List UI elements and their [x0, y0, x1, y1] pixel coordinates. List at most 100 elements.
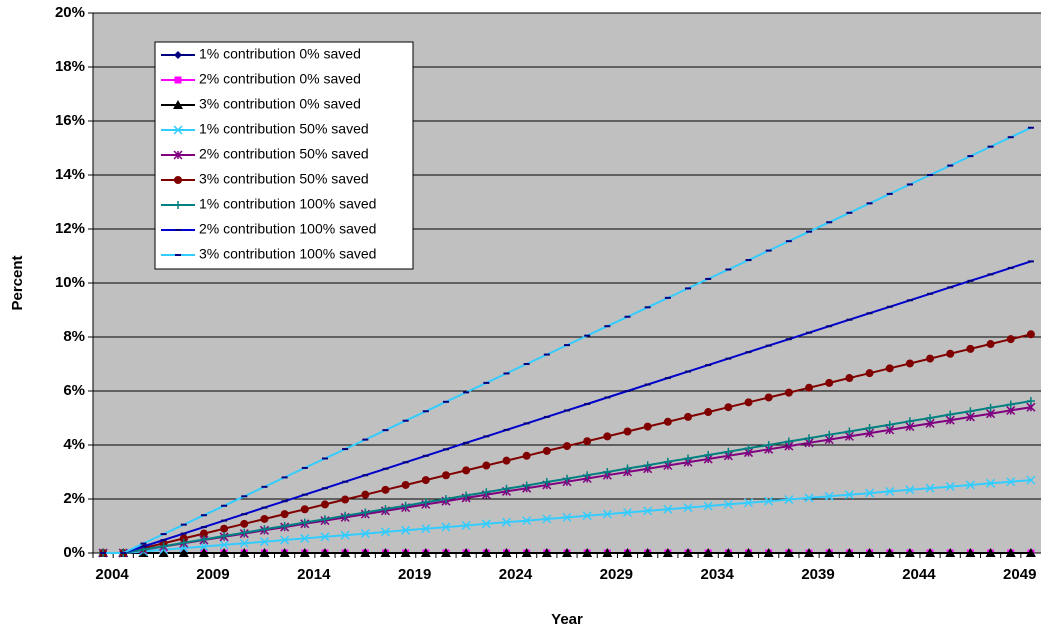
- point: [380, 527, 390, 537]
- point: [239, 538, 249, 548]
- point: [764, 393, 773, 402]
- y-axis-label: Percent: [9, 255, 26, 310]
- legend-label: 1% contribution 0% saved: [199, 46, 361, 62]
- point: [845, 374, 854, 383]
- x-tick-label: 2014: [297, 566, 331, 583]
- point: [481, 548, 492, 557]
- point: [946, 410, 955, 419]
- point: [299, 548, 310, 557]
- point: [541, 548, 552, 557]
- point: [562, 548, 572, 557]
- point: [663, 504, 673, 514]
- point: [381, 485, 390, 494]
- point: [905, 359, 914, 368]
- point: [280, 522, 289, 530]
- point: [825, 430, 834, 439]
- point: [401, 480, 410, 489]
- point: [300, 533, 310, 543]
- x-axis-label: Year: [551, 611, 583, 628]
- y-tick-label: 6%: [63, 382, 85, 399]
- point: [259, 548, 270, 557]
- point: [320, 515, 329, 524]
- legend-marker: [174, 76, 182, 84]
- y-tick-label: 0%: [63, 544, 85, 561]
- point: [844, 490, 854, 500]
- point: [199, 535, 208, 544]
- point: [461, 520, 471, 530]
- point: [905, 485, 915, 495]
- point: [239, 548, 250, 557]
- point: [361, 490, 370, 499]
- point: [340, 548, 351, 557]
- legend-marker: [174, 51, 182, 59]
- point: [220, 524, 229, 533]
- point: [320, 532, 330, 542]
- point: [763, 548, 774, 557]
- point: [623, 427, 632, 436]
- point: [642, 548, 653, 557]
- point: [602, 548, 613, 557]
- point: [764, 441, 773, 449]
- point: [946, 349, 955, 358]
- point: [522, 516, 532, 526]
- point: [865, 488, 875, 498]
- point: [542, 514, 552, 524]
- point: [724, 447, 733, 456]
- point: [724, 403, 733, 412]
- point: [240, 528, 249, 537]
- point: [401, 525, 411, 535]
- point: [340, 530, 350, 540]
- point: [421, 524, 431, 534]
- point: [582, 548, 593, 557]
- x-tick-label: 2034: [701, 566, 735, 583]
- point: [643, 422, 652, 431]
- point: [986, 403, 995, 412]
- point: [280, 535, 290, 545]
- x-tick-label: 2039: [801, 566, 834, 583]
- point: [220, 531, 229, 540]
- point: [684, 412, 693, 421]
- point: [441, 522, 451, 532]
- point: [461, 548, 472, 557]
- point: [683, 548, 694, 557]
- point: [904, 548, 915, 557]
- point: [643, 506, 653, 516]
- point: [845, 427, 854, 436]
- x-tick-label: 2004: [95, 566, 129, 583]
- x-tick-label: 2009: [196, 566, 229, 583]
- legend-marker: [173, 150, 183, 160]
- legend-marker: [174, 176, 182, 184]
- point: [804, 493, 814, 503]
- point: [926, 354, 935, 363]
- y-tick-label: 10%: [55, 274, 85, 291]
- point: [603, 432, 612, 441]
- point: [865, 369, 874, 378]
- y-tick-label: 8%: [63, 328, 85, 345]
- point: [966, 344, 975, 353]
- point: [179, 538, 188, 547]
- y-tick-label: 2%: [63, 490, 85, 507]
- point: [804, 548, 815, 557]
- point: [925, 548, 936, 557]
- point: [260, 514, 269, 523]
- point: [563, 442, 571, 451]
- legend-label: 1% contribution 50% saved: [199, 121, 369, 137]
- point: [502, 484, 511, 493]
- point: [1005, 548, 1016, 557]
- point: [462, 491, 471, 500]
- point: [381, 504, 390, 513]
- x-tick-label: 2029: [600, 566, 633, 583]
- point: [622, 507, 633, 518]
- point: [965, 480, 975, 490]
- point: [501, 517, 512, 527]
- point: [723, 548, 734, 557]
- legend: [154, 41, 414, 270]
- point: [219, 548, 230, 557]
- point: [945, 548, 956, 557]
- x-tick-label: 2044: [902, 566, 936, 583]
- legend-label: 1% contribution 100% saved: [199, 196, 376, 212]
- legend-label: 2% contribution 0% saved: [199, 71, 361, 87]
- point: [683, 503, 693, 513]
- point: [582, 511, 592, 521]
- point: [502, 456, 511, 465]
